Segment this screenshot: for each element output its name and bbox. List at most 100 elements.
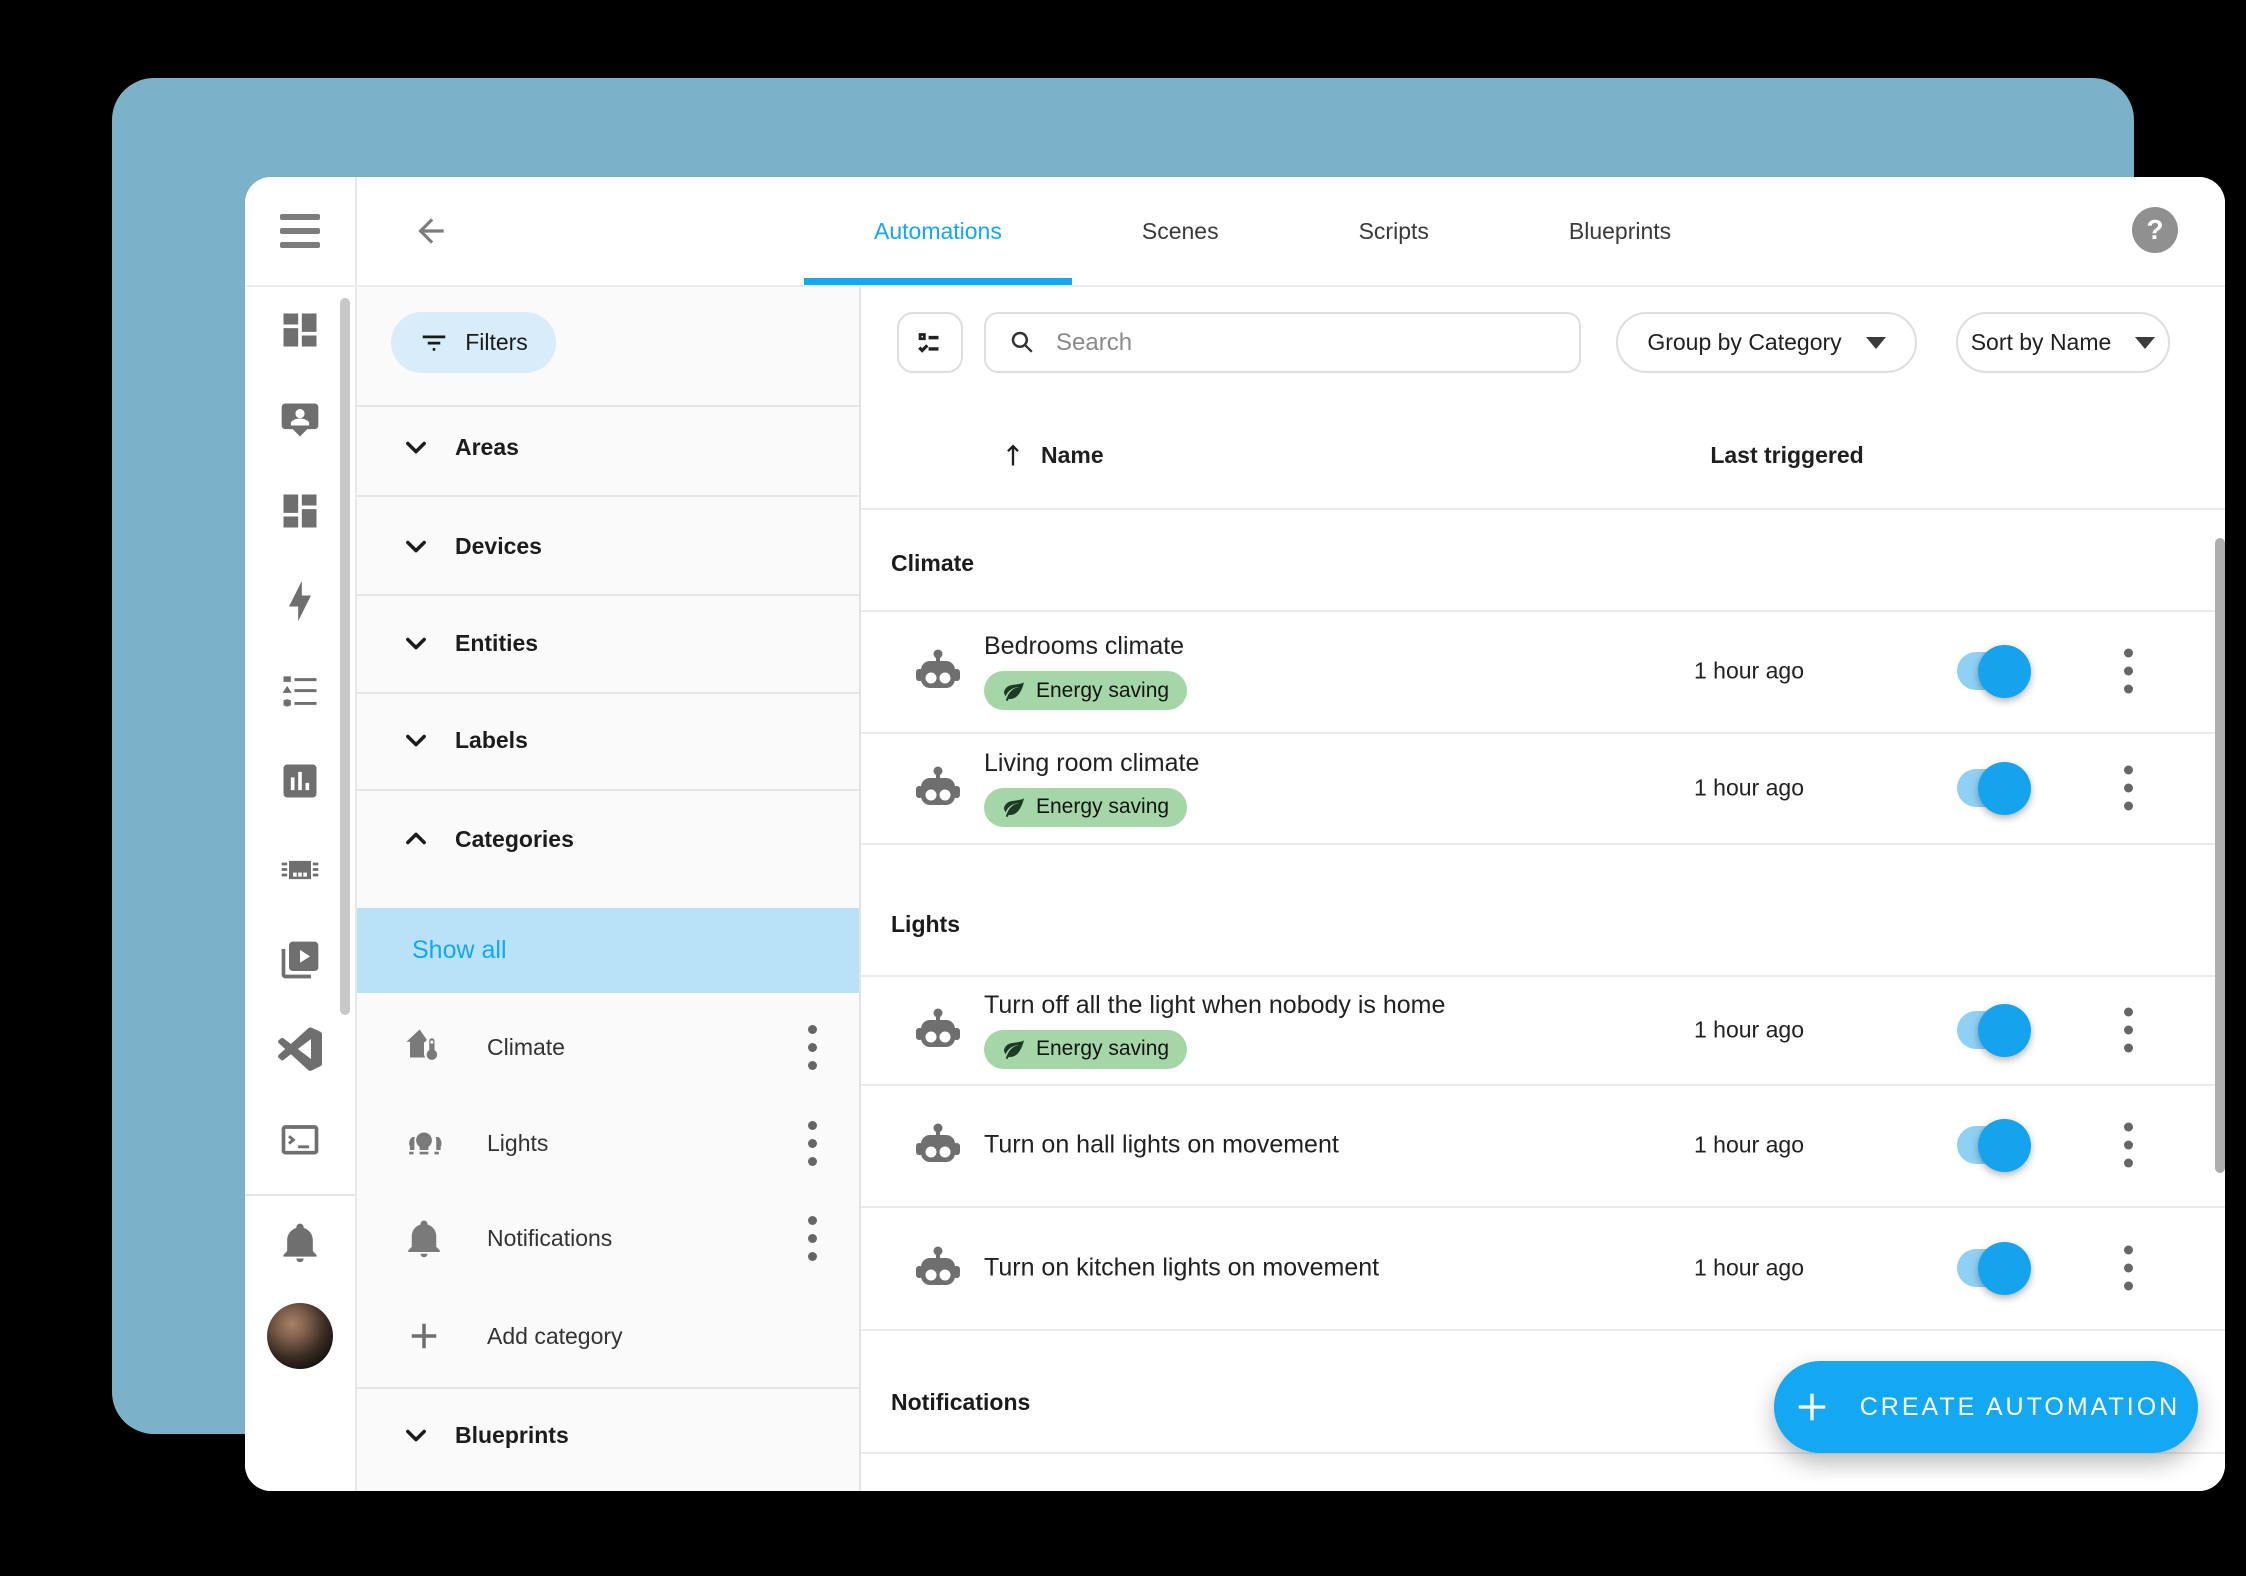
more-options-icon[interactable]: [2123, 648, 2133, 694]
filter-section-areas[interactable]: Areas: [357, 425, 859, 469]
last-triggered-value: 1 hour ago: [1694, 657, 1804, 684]
category-item-climate[interactable]: Climate: [357, 1017, 859, 1077]
automation-toggle[interactable]: [1957, 645, 2031, 698]
list-scrollbar[interactable]: [2215, 538, 2225, 1173]
more-options-icon[interactable]: [807, 1215, 817, 1261]
robot-icon: [916, 1008, 960, 1047]
robot-icon: [916, 1123, 960, 1162]
back-button[interactable]: [405, 205, 457, 257]
more-options-icon[interactable]: [2123, 1245, 2133, 1290]
tab-scripts[interactable]: Scripts: [1358, 217, 1429, 244]
filters-panel: Filters Areas Devices Entities Labels: [357, 287, 861, 1491]
filter-section-categories[interactable]: Categories: [357, 817, 859, 861]
automation-toggle[interactable]: [1957, 1003, 2031, 1057]
column-header-name[interactable]: Name: [999, 433, 1104, 477]
sidebar-item-person[interactable]: [277, 397, 323, 443]
filter-section-blueprints[interactable]: Blueprints: [357, 1413, 859, 1457]
help-icon[interactable]: ?: [2132, 207, 2178, 253]
chip-icon: [281, 860, 319, 880]
filter-section-entities[interactable]: Entities: [357, 621, 859, 665]
sidebar-item-terminal[interactable]: [277, 1115, 323, 1161]
more-options-icon[interactable]: [807, 1024, 817, 1070]
chevron-down-icon: [406, 441, 426, 454]
sidebar-item-history[interactable]: [277, 758, 323, 804]
automation-row[interactable]: Living room climate Energy saving 1 hour…: [861, 732, 2211, 843]
automation-name: Living room climate: [984, 748, 1200, 777]
plus-icon: [411, 1323, 437, 1349]
last-triggered-value: 1 hour ago: [1694, 1016, 1804, 1042]
energy-saving-badge: Energy saving: [984, 1029, 1188, 1069]
leaf-icon: [1004, 1040, 1024, 1059]
group-by-dropdown[interactable]: Group by Category: [1616, 312, 1917, 373]
chevron-down-icon: [406, 1429, 426, 1442]
automation-row[interactable]: Bedrooms climate Energy saving 1 hour ag…: [861, 610, 2211, 732]
chevron-up-icon: [406, 832, 426, 845]
checklist-icon: [918, 332, 939, 353]
selection-mode-button[interactable]: [897, 312, 963, 373]
lightbulb-group-icon: [409, 1132, 442, 1155]
create-automation-button[interactable]: CREATE AUTOMATION: [1774, 1361, 2198, 1453]
menu-icon[interactable]: [280, 214, 320, 248]
rail-scrollbar[interactable]: [340, 298, 350, 1015]
leaf-icon: [1004, 681, 1024, 701]
automation-toggle[interactable]: [1957, 761, 2031, 815]
sidebar-item-devices[interactable]: [277, 847, 323, 893]
sidebar-item-logbook[interactable]: [277, 668, 323, 714]
sidebar-item-vscode[interactable]: [277, 1026, 323, 1072]
filters-button[interactable]: Filters: [391, 312, 556, 373]
automations-list: Group by Category Sort by Name Name Last…: [861, 287, 2225, 1491]
group-header-climate: Climate: [891, 549, 975, 576]
sidebar-item-notifications[interactable]: [277, 1219, 323, 1265]
more-options-icon[interactable]: [2123, 765, 2133, 810]
chevron-down-icon: [406, 734, 426, 747]
sidebar-item-dashboard[interactable]: [277, 488, 323, 534]
body: Filters Areas Devices Entities Labels: [245, 287, 2225, 1491]
automation-name: Turn on hall lights on movement: [984, 1130, 1339, 1159]
automation-row[interactable]: Turn off all the light when nobody is ho…: [861, 975, 2211, 1084]
sidebar-rail: [245, 287, 357, 1491]
robot-icon: [916, 649, 960, 688]
more-options-icon[interactable]: [2123, 1122, 2133, 1168]
automation-row[interactable]: Turn on hall lights on movement 1 hour a…: [861, 1084, 2211, 1206]
app-window-frame: Automations Scenes Scripts Blueprints ?: [112, 78, 2225, 1491]
vscode-icon: [278, 1027, 322, 1071]
sidebar-item-energy[interactable]: [277, 578, 323, 624]
home-assistant-window: Automations Scenes Scripts Blueprints ?: [245, 177, 2225, 1491]
top-bar: Automations Scenes Scripts Blueprints ?: [245, 177, 2225, 287]
filter-section-devices[interactable]: Devices: [357, 524, 859, 568]
column-header-last-triggered: Last triggered: [1710, 441, 1864, 468]
category-show-all[interactable]: Show all: [357, 908, 859, 993]
automation-name: Turn off all the light when nobody is ho…: [984, 990, 1446, 1019]
robot-icon: [916, 766, 960, 805]
sidebar-item-media[interactable]: [277, 937, 323, 983]
filter-icon: [422, 335, 446, 351]
energy-saving-badge: Energy saving: [984, 671, 1188, 710]
tab-automations[interactable]: Automations: [804, 177, 1072, 285]
media-browser-icon: [281, 941, 319, 979]
search-input[interactable]: [1054, 327, 1563, 358]
tab-blueprints[interactable]: Blueprints: [1568, 217, 1672, 244]
user-avatar[interactable]: [267, 1303, 333, 1369]
bell-icon: [408, 1220, 440, 1258]
more-options-icon[interactable]: [807, 1120, 817, 1166]
automation-row[interactable]: Turn on kitchen lights on movement 1 hou…: [861, 1206, 2211, 1329]
bell-icon: [283, 1223, 317, 1263]
robot-icon: [916, 1246, 960, 1285]
add-category-button[interactable]: Add category: [357, 1306, 859, 1366]
category-item-lights[interactable]: Lights: [357, 1113, 859, 1173]
group-header-lights: Lights: [891, 910, 960, 937]
automation-toggle[interactable]: [1957, 1119, 2031, 1172]
sort-by-dropdown[interactable]: Sort by Name: [1956, 312, 2170, 373]
sidebar-item-overview[interactable]: [277, 307, 323, 353]
automation-name: Turn on kitchen lights on movement: [984, 1253, 1380, 1281]
last-triggered-value: 1 hour ago: [1694, 1254, 1804, 1280]
automation-toggle[interactable]: [1957, 1241, 2031, 1295]
tab-scenes[interactable]: Scenes: [1141, 217, 1219, 244]
chevron-down-icon: [406, 540, 426, 553]
category-item-notifications[interactable]: Notifications: [357, 1208, 859, 1268]
energy-bolt-icon: [289, 580, 311, 622]
history-chart-icon: [283, 764, 317, 798]
leaf-icon: [1004, 798, 1024, 817]
more-options-icon[interactable]: [2123, 1007, 2133, 1052]
filter-section-labels[interactable]: Labels: [357, 718, 859, 762]
